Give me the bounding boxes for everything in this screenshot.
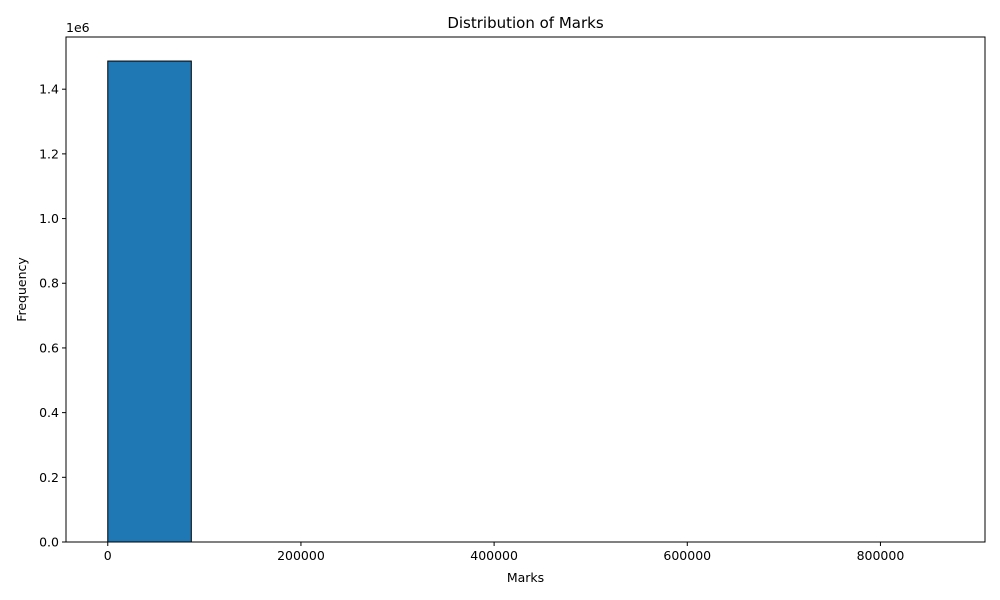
x-tick-label: 800000 bbox=[857, 548, 905, 563]
x-axis-ticks: 0 200000 400000 600000 800000 bbox=[104, 542, 905, 563]
x-tick-label: 0 bbox=[104, 548, 112, 563]
y-tick-label: 1.4 bbox=[39, 82, 59, 97]
chart-title: Distribution of Marks bbox=[447, 14, 603, 32]
y-tick-label: 1.0 bbox=[39, 211, 59, 226]
y-tick-label: 0.0 bbox=[39, 535, 59, 550]
x-tick-label: 600000 bbox=[663, 548, 711, 563]
y-axis-ticks: 0.0 0.2 0.4 0.6 0.8 1.0 1.2 1.4 bbox=[39, 82, 66, 550]
y-tick-label: 0.8 bbox=[39, 276, 59, 291]
plot-frame bbox=[65, 36, 986, 543]
histogram-bar-1 bbox=[107, 60, 192, 543]
y-tick-label: 0.2 bbox=[39, 470, 59, 485]
y-tick-label: 0.6 bbox=[39, 340, 59, 355]
y-tick-label: 1.2 bbox=[39, 146, 59, 161]
x-tick-label: 200000 bbox=[277, 548, 325, 563]
x-tick-label: 400000 bbox=[470, 548, 518, 563]
y-tick-label: 0.4 bbox=[39, 405, 59, 420]
x-axis-label: Marks bbox=[507, 570, 544, 585]
bars-group bbox=[107, 60, 192, 543]
y-offset-label: 1e6 bbox=[66, 20, 90, 35]
y-axis-label: Frequency bbox=[14, 257, 29, 322]
